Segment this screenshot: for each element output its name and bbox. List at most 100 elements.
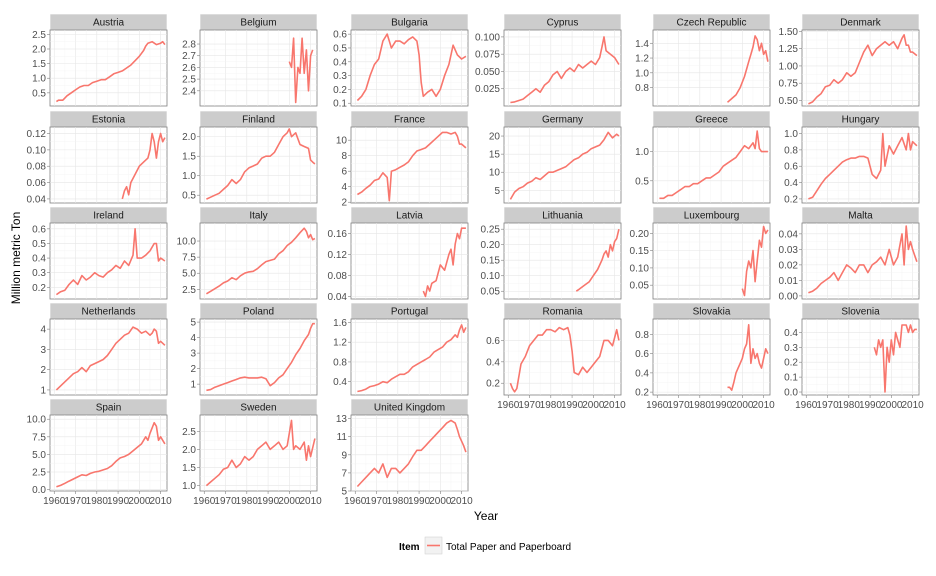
series-line-france <box>357 131 467 202</box>
plot-area <box>801 126 920 204</box>
y-tick-label: 0.2 <box>784 194 798 205</box>
strip-label: France <box>394 115 426 126</box>
series-line-germany <box>509 131 620 200</box>
strip-label: Cyprus <box>547 18 579 29</box>
y-tick-label: 0.8 <box>333 357 347 368</box>
x-tick-label: 2010 <box>752 400 775 411</box>
y-tick-label: 0.075 <box>475 50 500 61</box>
panel-netherlands: Netherlands 1 2 3 4 <box>40 302 168 396</box>
y-tick-label: 0.05 <box>630 281 650 292</box>
y-tick-label: 1.6 <box>333 318 347 329</box>
plot-area <box>503 126 622 204</box>
x-tick-label: 1980 <box>540 400 563 411</box>
y-tick-label: 0.12 <box>27 129 47 140</box>
panel-denmark: Denmark 0.50 0.75 1.00 1.25 1.50 <box>779 13 920 107</box>
series-line-estonia <box>121 132 166 200</box>
y-tick-label: 5.0 <box>182 269 196 280</box>
y-tick-label: 0.025 <box>475 84 500 95</box>
strip-label: Slovenia <box>841 307 880 318</box>
panel-poland: Poland 1 2 3 4 5 <box>190 302 318 396</box>
x-tick-label: 2000 <box>880 400 903 411</box>
y-tick-label: 1.5 <box>182 152 196 163</box>
y-tick-label: 0.20 <box>481 240 501 251</box>
strip-label: Latvia <box>396 211 423 222</box>
y-tick-label: 7.5 <box>182 253 196 264</box>
panels: Austria0.51.01.52.02.5Belgium2.42.52.62.… <box>27 13 924 507</box>
panel-slovakia: Slovakia 0.2 0.4 0.6 0.8 1960 1970 1980 1990 2000… <box>635 302 775 411</box>
strip-label: Bulgaria <box>391 18 428 29</box>
y-tick-label: 0.2 <box>486 379 500 390</box>
plot-area <box>350 29 469 107</box>
strip-label: Ireland <box>93 211 124 222</box>
panel-latvia: Latvia 0.04 0.08 0.12 0.16 <box>328 206 469 303</box>
series-line-czech-republic <box>726 35 769 103</box>
y-tick-label: 6 <box>341 167 347 178</box>
plot-area <box>503 29 622 107</box>
x-tick-label: 1980 <box>236 496 259 507</box>
series-line-greece <box>659 130 768 200</box>
y-tick-label: 0.08 <box>328 271 348 282</box>
y-tick-label: 0.100 <box>475 32 500 43</box>
legend: Item Total Paper and Paperboard <box>399 536 571 555</box>
strip-label: Malta <box>848 211 873 222</box>
panel-italy: Italy 2.5 5.0 7.5 10.0 <box>177 206 318 300</box>
x-tick-label: 1960 <box>646 400 669 411</box>
y-tick-label: 0.8 <box>635 83 649 94</box>
y-tick-label: 0.1 <box>333 99 347 110</box>
strip-label: Denmark <box>840 18 882 29</box>
y-tick-label: 0.04 <box>27 194 47 205</box>
y-tick-label: 5 <box>494 186 500 197</box>
strip-label: Estonia <box>92 115 126 126</box>
series-line-denmark <box>808 33 918 105</box>
y-tick-label: 0.5 <box>635 176 649 187</box>
y-tick-label: 2.6 <box>182 63 196 74</box>
y-tick-label: 0.3 <box>32 268 46 279</box>
x-tick-label: 2000 <box>128 496 151 507</box>
y-tick-label: 0.4 <box>486 357 500 368</box>
plot-area <box>49 414 168 492</box>
strip-label: Romania <box>542 307 582 318</box>
strip-label: Sweden <box>240 403 276 414</box>
panel-ireland: Ireland 0.2 0.3 0.4 0.5 0.6 <box>32 206 168 300</box>
panel-greece: Greece 0.5 1.0 <box>635 110 771 204</box>
series-line-portugal <box>357 324 467 393</box>
y-tick-label: 2.0 <box>182 445 196 456</box>
y-tick-label: 0.5 <box>32 239 46 250</box>
y-tick-label: 1.0 <box>784 129 798 140</box>
y-tick-label: 0.75 <box>779 79 799 90</box>
x-tick-label: 1960 <box>43 496 66 507</box>
x-tick-label: 2000 <box>429 496 452 507</box>
y-tick-label: 1.4 <box>635 39 649 50</box>
strip-label: Spain <box>96 403 122 414</box>
y-tick-label: 0.4 <box>635 368 649 379</box>
y-tick-label: 0.050 <box>475 67 500 78</box>
y-tick-label: 1.50 <box>779 27 799 38</box>
plot-area <box>49 222 168 300</box>
y-tick-label: 0.25 <box>481 225 501 236</box>
y-tick-label: 2.7 <box>182 51 196 62</box>
strip-label: Lithuania <box>542 211 583 222</box>
x-tick-label: 1970 <box>518 400 541 411</box>
series-line-poland <box>206 322 315 392</box>
series-line-latvia <box>422 227 466 298</box>
y-tick-label: 5 <box>190 318 196 329</box>
y-tick-label: 2.5 <box>32 468 46 479</box>
series-line-slovakia <box>727 323 769 392</box>
strip-label: Belgium <box>240 18 276 29</box>
x-tick-label: 1990 <box>561 400 584 411</box>
y-tick-label: 0.8 <box>784 145 798 156</box>
y-tick-label: 4 <box>190 333 196 344</box>
x-tick-label: 1990 <box>859 400 882 411</box>
x-tick-label: 1970 <box>667 400 690 411</box>
series-line-ireland <box>55 228 166 296</box>
y-tick-label: 5.0 <box>32 450 46 461</box>
y-tick-label: 10.0 <box>27 415 47 426</box>
strip-label: Portugal <box>391 307 428 318</box>
y-tick-label: 1.00 <box>779 61 799 72</box>
y-tick-label: 15 <box>489 150 501 161</box>
y-tick-label: 2.8 <box>182 40 196 51</box>
y-tick-label: 0.5 <box>32 88 46 99</box>
y-tick-label: 4 <box>341 182 347 193</box>
y-tick-label: 0.15 <box>481 256 501 267</box>
